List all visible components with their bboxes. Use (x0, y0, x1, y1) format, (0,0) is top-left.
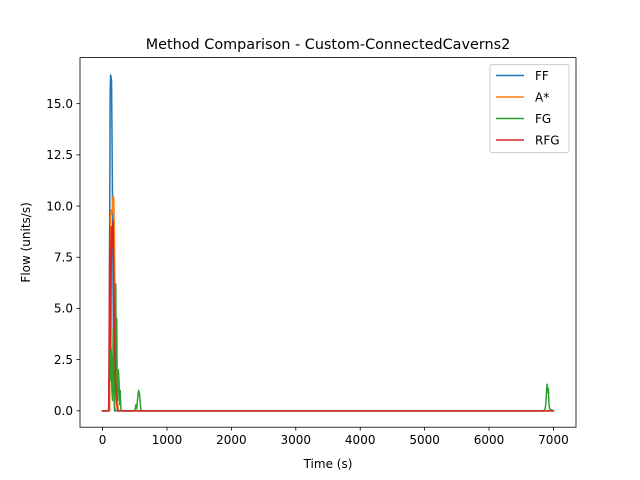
legend-label: RFG (535, 133, 560, 147)
x-axis-label: Time (s) (303, 457, 353, 471)
x-tick-label: 1000 (152, 433, 183, 447)
series-line-fg-2 (101, 283, 555, 412)
y-axis-ticks: 0.0 2.5 5.0 7.5 10.0 12.5 15.0 (46, 97, 80, 418)
legend: FF A* FG RFG (489, 64, 570, 154)
legend-label: FF (535, 69, 549, 83)
y-tick-label: 7.5 (54, 250, 73, 264)
legend-entries: FF A* FG RFG (496, 69, 560, 147)
series-line-rfg-3 (101, 219, 555, 412)
legend-label: A* (535, 90, 549, 104)
x-tick-label: 7000 (538, 433, 569, 447)
y-tick-label: 0.0 (54, 404, 73, 418)
x-axis-ticks: 0 1000 2000 3000 4000 5000 6000 7000 (99, 427, 569, 447)
plot-frame (79, 57, 577, 428)
x-tick-label: 6000 (474, 433, 505, 447)
chart-title: Method Comparison - Custom-ConnectedCave… (146, 37, 511, 53)
x-tick-label: 3000 (281, 433, 312, 447)
x-tick-label: 0 (99, 433, 107, 447)
legend-frame (489, 64, 570, 154)
series-layer (101, 74, 555, 412)
x-tick-label: 4000 (345, 433, 376, 447)
y-tick-label: 2.5 (54, 353, 73, 367)
y-tick-label: 15.0 (46, 97, 73, 111)
y-tick-label: 5.0 (54, 302, 73, 316)
y-axis-label: Flow (units/s) (19, 202, 33, 282)
y-tick-label: 10.0 (46, 199, 73, 213)
x-tick-label: 2000 (216, 433, 247, 447)
x-tick-label: 5000 (409, 433, 440, 447)
legend-label: FG (535, 112, 551, 126)
y-tick-label: 12.5 (46, 148, 73, 162)
